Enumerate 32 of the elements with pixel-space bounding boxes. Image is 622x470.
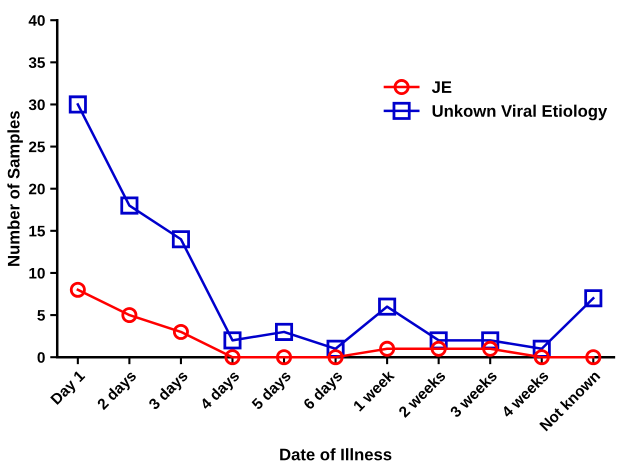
legend-label: Unkown Viral Etiology: [432, 104, 608, 120]
point: [276, 349, 292, 366]
point: [274, 322, 294, 341]
y-axis-title: Number of Samples: [7, 111, 23, 266]
point: [378, 298, 396, 316]
point: [584, 289, 602, 308]
point: [534, 349, 550, 366]
y-tick-label: 5: [37, 310, 45, 321]
point: [430, 340, 447, 357]
point: [223, 331, 242, 350]
y-tick-label: 15: [29, 226, 45, 237]
y-tick-label: 25: [28, 141, 45, 152]
point: [120, 196, 138, 215]
point: [70, 282, 86, 298]
point: [224, 349, 240, 366]
point: [68, 95, 87, 114]
point: [121, 307, 138, 324]
legend-label: JE: [432, 81, 452, 94]
point: [482, 340, 498, 357]
point: [172, 230, 190, 248]
point: [379, 340, 396, 357]
x-tick-label: Day 1: [50, 370, 88, 408]
y-tick-label: 10: [29, 268, 45, 279]
x-axis-title: Date of Illness: [280, 448, 392, 460]
y-tick-label: 35: [28, 57, 45, 68]
point: [328, 349, 344, 366]
y-tick-label: 30: [28, 99, 45, 110]
y-tick-label: 0: [38, 352, 45, 363]
y-tick-label: 40: [28, 15, 45, 26]
y-tick-label: 20: [28, 184, 45, 194]
point: [585, 349, 602, 366]
point: [172, 324, 189, 340]
